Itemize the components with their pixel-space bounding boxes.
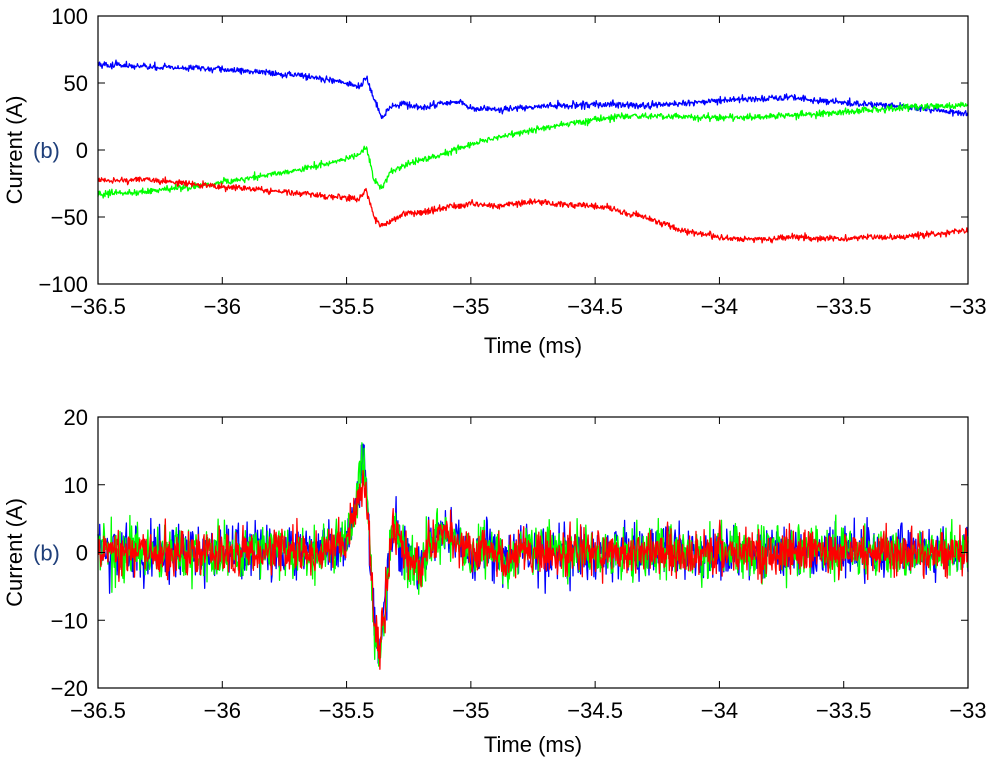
bottom-x-tick-label: −34	[701, 698, 738, 723]
top-plot-frame	[97, 15, 969, 285]
top-y-tick-label: −50	[51, 205, 88, 230]
top-y-tick-label: 0	[76, 138, 88, 163]
bottom-panel-label-backdrop	[30, 536, 68, 565]
top-x-tick-label: −35	[452, 294, 489, 319]
bottom-x-tick-label: −35.5	[319, 698, 375, 723]
top-y-tick-label: 100	[51, 4, 88, 29]
bottom-y-tick-label: 20	[64, 405, 88, 430]
bottom-x-tick-label: −34.5	[567, 698, 623, 723]
bottom-panel: −36.5 −36 −35.5 −35 −34.5 −34 −33.5 −33 20 10 0 −10…	[2, 405, 987, 757]
top-x-tick-label: −36.5	[70, 294, 126, 319]
top-x-tick-label: −33	[949, 294, 986, 319]
top-y-tick-label: 50	[64, 71, 88, 96]
top-x-tick-label: −35.5	[319, 294, 375, 319]
bottom-x-tick-label: −36.5	[70, 698, 126, 723]
top-x-axis-title: Time (ms)	[484, 333, 582, 358]
top-series-red-line	[97, 176, 969, 244]
top-series-green-line	[97, 101, 969, 199]
bottom-x-tick-label: −36	[204, 698, 241, 723]
top-x-tick-label: −33.5	[816, 294, 872, 319]
top-y-axis-title: Current (A)	[2, 96, 27, 205]
top-series-blue-line	[97, 59, 969, 120]
top-panel-label: (b)	[33, 138, 60, 163]
top-x-tick-label: −36	[204, 294, 241, 319]
top-panel-label-backdrop	[30, 134, 68, 162]
bottom-x-tick-label: −35	[452, 698, 489, 723]
top-x-tick-label: −34.5	[567, 294, 623, 319]
bottom-y-tick-label: −10	[51, 608, 88, 633]
bottom-y-axis-title: Current (A)	[2, 498, 27, 607]
bottom-x-tick-label: −33	[949, 698, 986, 723]
top-y-tick-label: −100	[38, 272, 88, 297]
bottom-y-tick-label: 0	[76, 541, 88, 566]
bottom-y-tick-label: 10	[64, 473, 88, 498]
bottom-panel-label: (b)	[33, 541, 60, 566]
top-x-tick-label: −34	[701, 294, 738, 319]
bottom-y-tick-label: −20	[51, 676, 88, 701]
top-panel: −36.5 −36 −35.5 −35 −34.5 −34 −33.5 −33 100 50 0 −5…	[2, 4, 987, 358]
bottom-series-red-line	[97, 469, 969, 670]
bottom-x-axis-title: Time (ms)	[484, 732, 582, 757]
bottom-x-tick-label: −33.5	[816, 698, 872, 723]
